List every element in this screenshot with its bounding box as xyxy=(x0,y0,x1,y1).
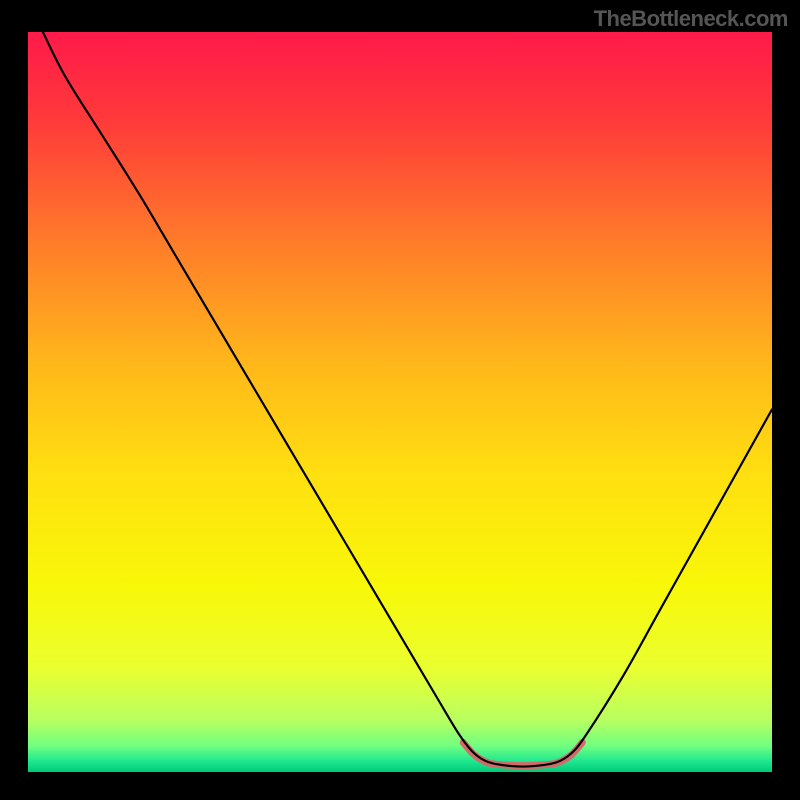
gradient-background xyxy=(28,32,772,772)
attribution-label: TheBottleneck.com xyxy=(594,6,788,32)
chart-svg xyxy=(28,32,772,772)
plot-area xyxy=(28,32,772,772)
chart-container: TheBottleneck.com xyxy=(0,0,800,800)
